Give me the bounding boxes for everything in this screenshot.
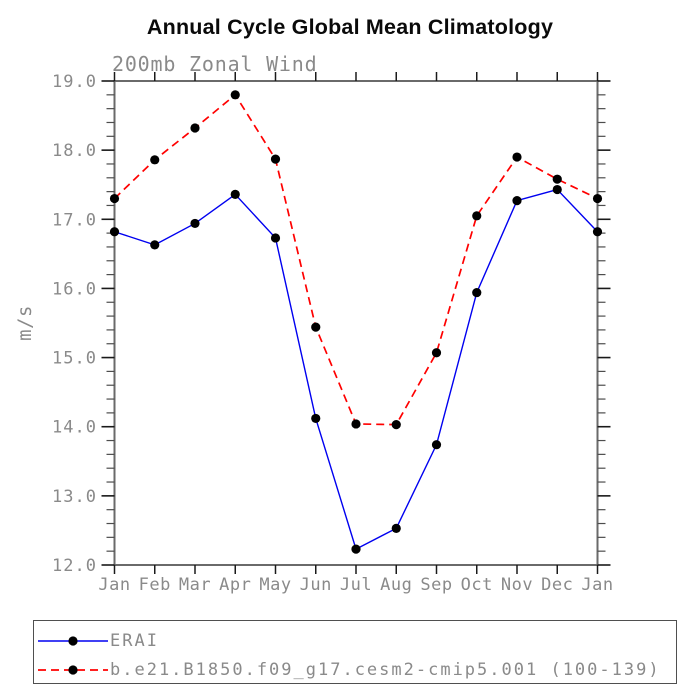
y-tick-label: 14.0 [52, 418, 97, 438]
legend-row: b.e21.B1850.f09_g17.cesm2-cmip5.001 (100… [38, 659, 661, 681]
data-point-marker [190, 123, 200, 133]
data-point-marker [230, 90, 240, 100]
x-tick-label: Aug [380, 575, 412, 595]
data-point-marker [552, 174, 562, 184]
x-tick-label: Dec [541, 575, 573, 595]
y-tick-label: 17.0 [52, 210, 97, 230]
data-point-marker [150, 155, 160, 165]
y-tick-label: 19.0 [52, 72, 97, 92]
y-tick-label: 13.0 [52, 487, 97, 507]
data-point-marker [512, 196, 522, 206]
chart-title: Annual Cycle Global Mean Climatology [146, 15, 554, 39]
data-point-marker [190, 218, 200, 229]
data-point-marker [270, 154, 281, 164]
x-tick-label: Jan [98, 575, 130, 595]
x-tick-label: Jun [300, 575, 332, 595]
legend-box: ERAI b.e21.B1850.f09_g17.cesm2-cmip5.001 … [33, 620, 677, 684]
data-point-marker [391, 523, 401, 533]
x-tick-label: Jul [340, 575, 372, 595]
legend-marker-dot [68, 664, 78, 675]
x-tick-label: Sep [420, 575, 452, 595]
data-point-marker [311, 322, 321, 332]
x-tick-label: May [259, 575, 291, 595]
legend-label: b.e21.B1850.f09_g17.cesm2-cmip5.001 (100… [110, 659, 661, 680]
x-tick-label: Feb [139, 575, 171, 595]
data-point-marker [552, 184, 562, 195]
data-point-marker [230, 189, 240, 199]
series-line [113, 93, 598, 426]
plot-frame [113, 80, 599, 566]
data-point-marker [431, 348, 442, 358]
legend-label: ERAI [110, 630, 159, 651]
legend-line-sample [38, 635, 108, 646]
data-point-marker [391, 420, 401, 430]
data-point-marker [592, 193, 603, 204]
data-point-marker [311, 413, 321, 424]
data-point-marker [472, 211, 482, 221]
y-axis-title: m/s [14, 305, 36, 341]
y-tick-label: 15.0 [52, 349, 97, 369]
y-tick-label: 12.0 [52, 556, 97, 576]
legend-row: ERAI [38, 630, 159, 652]
data-point-marker [150, 240, 160, 250]
data-point-marker [109, 227, 120, 237]
x-tick-label: Nov [501, 575, 533, 595]
x-tick-label: Oct [461, 575, 493, 595]
y-tick-label: 18.0 [52, 141, 97, 161]
series-line [114, 188, 599, 551]
x-tick-label: Apr [219, 575, 251, 595]
plot-area: Jan Feb Mar Apr May Jun Jul Aug Sep Oct Nov Dec Jan1… [52, 72, 613, 595]
data-point-marker [109, 193, 120, 204]
legend-marker-dot [68, 635, 78, 646]
x-tick-label: Jan [581, 575, 613, 595]
y-tick-label: 16.0 [52, 279, 97, 299]
data-point-marker [270, 233, 281, 243]
data-point-marker [431, 440, 442, 450]
data-point-marker [351, 419, 361, 429]
data-point-marker [351, 544, 361, 554]
data-point-marker [472, 287, 482, 298]
chart-subtitle: 200mb Zonal Wind [112, 52, 317, 76]
legend-line-sample [38, 664, 108, 675]
data-point-marker [592, 227, 603, 237]
x-tick-label: Mar [179, 575, 211, 595]
data-point-marker [512, 152, 522, 162]
